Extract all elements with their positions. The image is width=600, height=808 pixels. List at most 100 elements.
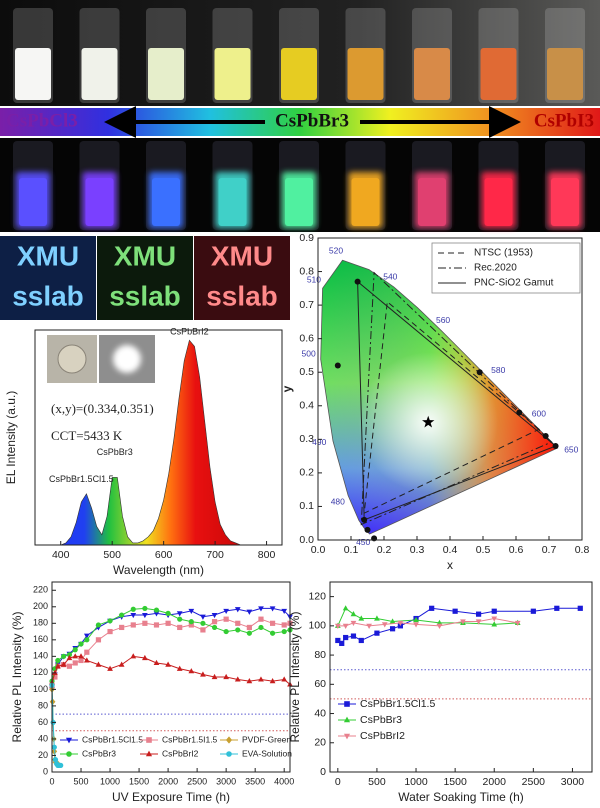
marker — [429, 605, 435, 611]
legend-label: NTSC (1953) — [474, 248, 533, 259]
color-point — [476, 369, 483, 376]
powder-uv — [484, 178, 513, 226]
powder-uv — [285, 178, 313, 226]
powder — [281, 48, 317, 100]
marker — [52, 669, 58, 675]
marker — [281, 608, 288, 615]
x-tick-label: 3000 — [561, 776, 585, 788]
marker — [246, 624, 252, 631]
logo-tile — [97, 236, 193, 320]
x-tick-label: 500 — [103, 549, 121, 561]
powder-uv — [19, 178, 47, 226]
y-tick-label: 20 — [314, 737, 326, 749]
color-point — [361, 516, 368, 523]
marker — [389, 618, 396, 624]
x-tick-label: 0.7 — [542, 544, 557, 556]
x-axis-title: x — [447, 558, 453, 572]
x-axis-title: Wavelength (nm) — [113, 563, 204, 577]
gamut-triangle — [363, 300, 541, 514]
spectrum-area — [50, 340, 277, 545]
wavelength-label: 520 — [329, 246, 343, 256]
x-tick-label: 600 — [155, 549, 173, 561]
powder-uv — [218, 178, 247, 226]
y-tick-label: 0.9 — [299, 232, 314, 244]
marker — [188, 608, 195, 615]
marker — [342, 623, 349, 629]
y-tick-label: 0.6 — [299, 332, 314, 344]
y-tick-label: 220 — [33, 585, 48, 595]
wavelength-label: 480 — [331, 496, 345, 506]
wavelength-label: 510 — [307, 275, 321, 285]
x-tick-label: 500 — [368, 776, 386, 788]
wavelength-label: 580 — [491, 365, 505, 375]
color-point — [334, 362, 341, 369]
y-tick-label: 0.5 — [299, 366, 314, 378]
marker — [66, 654, 73, 661]
legend-label: PVDF-Green — [242, 734, 291, 744]
wavelength-label: 560 — [436, 315, 450, 325]
x-tick-label: 0.1 — [344, 544, 359, 556]
marker — [177, 616, 183, 622]
marker — [366, 623, 372, 629]
y-tick-label: 100 — [308, 620, 326, 632]
marker — [72, 653, 79, 659]
marker — [51, 744, 57, 750]
marker — [78, 653, 84, 659]
label-i: CsPbI3 — [534, 110, 594, 131]
marker — [413, 616, 419, 623]
powder — [214, 48, 251, 100]
marker — [95, 661, 102, 667]
powder-uv — [418, 178, 446, 226]
x-tick-label: 4000 — [274, 776, 294, 786]
logo-text: sslab — [109, 280, 181, 311]
marker — [491, 616, 498, 622]
marker — [107, 628, 113, 635]
marker — [83, 633, 90, 639]
y-tick-label: 0.1 — [299, 500, 314, 512]
marker — [200, 620, 206, 626]
marker — [130, 612, 137, 619]
legend-label: CsPbBr3 — [82, 748, 116, 758]
plot-area — [330, 582, 592, 772]
marker — [350, 611, 357, 617]
marker — [223, 673, 230, 680]
marker — [246, 630, 252, 636]
marker — [211, 619, 218, 625]
y-tick-label: 120 — [308, 590, 326, 602]
white-point — [422, 415, 435, 428]
inset-device — [57, 344, 87, 374]
marker — [211, 673, 218, 680]
logo-text: sslab — [12, 280, 84, 311]
y-tick-label: 60 — [38, 717, 48, 727]
marker — [176, 665, 183, 671]
marker — [343, 733, 351, 740]
marker — [130, 606, 136, 612]
x-tick-label: 0.6 — [509, 544, 524, 556]
marker — [344, 701, 350, 707]
x-tick-label: 800 — [258, 549, 276, 561]
logo-text: sslab — [206, 280, 278, 311]
marker — [269, 606, 276, 612]
marker — [234, 607, 241, 613]
marker — [118, 661, 125, 667]
x-tick-label: 500 — [74, 776, 89, 786]
marker — [342, 605, 349, 611]
marker — [142, 605, 148, 612]
marker — [188, 668, 195, 674]
annotation: (x,y)=(0.334,0.351) — [51, 401, 154, 416]
powder-uv — [551, 178, 579, 226]
marker — [153, 607, 160, 613]
marker — [234, 676, 241, 682]
marker — [142, 612, 148, 619]
logo-tile — [194, 236, 290, 320]
marker — [374, 615, 380, 621]
marker — [177, 624, 183, 631]
marker — [65, 737, 73, 744]
color-point — [354, 278, 361, 285]
marker — [142, 620, 148, 626]
peak-label: CsPbBr3 — [97, 447, 133, 457]
marker — [66, 751, 72, 757]
marker — [452, 608, 458, 614]
logo-text: XMU — [211, 240, 273, 271]
